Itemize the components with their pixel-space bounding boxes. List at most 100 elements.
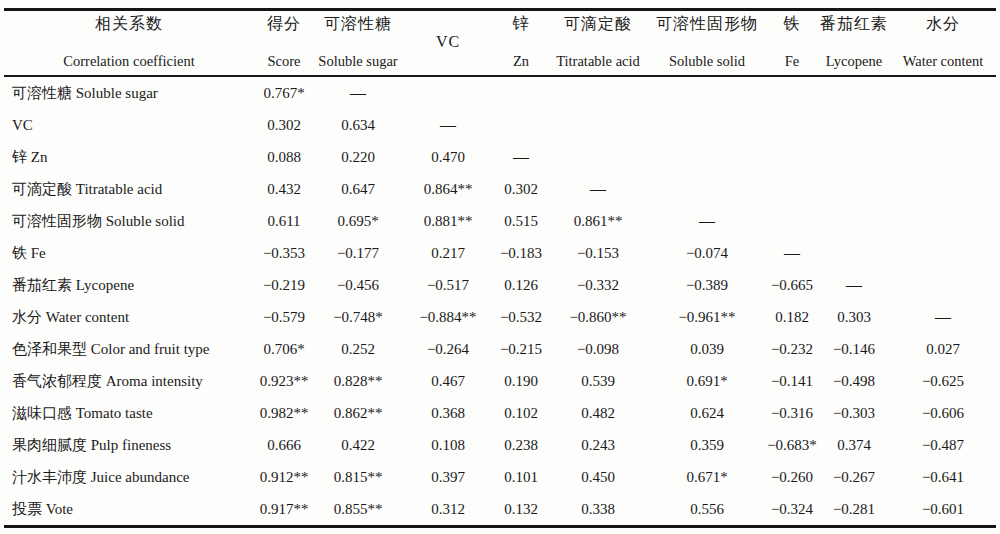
table-row: 铁 Fe−0.353−0.1770.217−0.183−0.153−0.074— — [4, 237, 996, 269]
row-label: 色泽和果型 Color and fruit type — [4, 333, 254, 365]
cell-value: 0.624 — [648, 397, 766, 429]
col-header-lycopene: 番茄红素Lycopene — [818, 10, 890, 77]
cell-value — [548, 76, 648, 109]
cell-value: 0.217 — [402, 237, 494, 269]
table-header: 相关系数Correlation coefficient得分Score可溶性糖So… — [4, 10, 996, 77]
row-label: VC — [4, 109, 254, 141]
cell-value: — — [818, 269, 890, 301]
cell-value — [818, 109, 890, 141]
col-header-zh: 锌 — [513, 14, 530, 35]
col-header-zh: 可溶性固形物 — [656, 14, 758, 35]
cell-value: 0.190 — [494, 365, 548, 397]
cell-value: 0.881** — [402, 205, 494, 237]
row-label: 铁 Fe — [4, 237, 254, 269]
col-header-soluble-sugar: 可溶性糖Soluble sugar — [314, 10, 402, 77]
cell-value: −0.281 — [818, 493, 890, 527]
cell-value: 0.397 — [402, 461, 494, 493]
cell-value — [890, 109, 996, 141]
row-label: 投票 Vote — [4, 493, 254, 527]
table-body: 可溶性糖 Soluble sugar0.767*—VC0.3020.634—锌 … — [4, 76, 996, 527]
col-header-en: Water content — [903, 53, 984, 70]
row-label: 番茄红素 Lycopene — [4, 269, 254, 301]
cell-value: −0.267 — [818, 461, 890, 493]
col-header-correlation-coefficient: 相关系数Correlation coefficient — [4, 10, 254, 77]
cell-value: 0.706* — [254, 333, 314, 365]
cell-value — [818, 141, 890, 173]
cell-value: 0.647 — [314, 173, 402, 205]
cell-value: 0.671* — [648, 461, 766, 493]
col-header-zh: 番茄红素 — [820, 14, 888, 35]
col-header-en: Soluble sugar — [318, 53, 397, 70]
cell-value: −0.389 — [648, 269, 766, 301]
cell-value: 0.338 — [548, 493, 648, 527]
cell-value: 0.302 — [254, 109, 314, 141]
table-row: 可溶性糖 Soluble sugar0.767*— — [4, 76, 996, 109]
cell-value: 0.102 — [494, 397, 548, 429]
cell-value: — — [548, 173, 648, 205]
header-label-en: Correlation coefficient — [63, 53, 194, 70]
cell-value: — — [494, 141, 548, 173]
cell-value: −0.232 — [766, 333, 818, 365]
cell-value — [494, 76, 548, 109]
cell-value: 0.666 — [254, 429, 314, 461]
cell-value: −0.141 — [766, 365, 818, 397]
table-row: 香气浓郁程度 Aroma intensity0.923**0.828**0.46… — [4, 365, 996, 397]
col-header-en: Zn — [513, 53, 529, 70]
cell-value: −0.748* — [314, 301, 402, 333]
cell-value: 0.864** — [402, 173, 494, 205]
cell-value: 0.303 — [818, 301, 890, 333]
cell-value — [818, 205, 890, 237]
cell-value: — — [402, 109, 494, 141]
col-header-en: Fe — [785, 53, 800, 70]
cell-value — [890, 237, 996, 269]
row-label: 果肉细腻度 Pulp fineness — [4, 429, 254, 461]
cell-value: 0.238 — [494, 429, 548, 461]
cell-value: −0.177 — [314, 237, 402, 269]
cell-value: −0.260 — [766, 461, 818, 493]
cell-value: −0.353 — [254, 237, 314, 269]
cell-value: −0.601 — [890, 493, 996, 527]
row-label: 可滴定酸 Titratable acid — [4, 173, 254, 205]
cell-value — [402, 76, 494, 109]
col-header-fe: 铁Fe — [766, 10, 818, 77]
cell-value: −0.264 — [402, 333, 494, 365]
cell-value: 0.861** — [548, 205, 648, 237]
cell-value: 0.917** — [254, 493, 314, 527]
table-row: 色泽和果型 Color and fruit type0.706*0.252−0.… — [4, 333, 996, 365]
cell-value: 0.467 — [402, 365, 494, 397]
table-row: 果肉细腻度 Pulp fineness0.6660.4220.1080.2380… — [4, 429, 996, 461]
cell-value: 0.368 — [402, 397, 494, 429]
cell-value: −0.074 — [648, 237, 766, 269]
cell-value — [890, 205, 996, 237]
col-header-score: 得分Score — [254, 10, 314, 77]
cell-value: −0.606 — [890, 397, 996, 429]
correlation-table: 相关系数Correlation coefficient得分Score可溶性糖So… — [4, 8, 996, 528]
table-row: 可溶性固形物 Soluble solid0.6110.695*0.881**0.… — [4, 205, 996, 237]
col-header-soluble-solid: 可溶性固形物Soluble solid — [648, 10, 766, 77]
cell-value — [766, 173, 818, 205]
cell-value: −0.183 — [494, 237, 548, 269]
cell-value: 0.101 — [494, 461, 548, 493]
cell-value — [648, 173, 766, 205]
cell-value: 0.432 — [254, 173, 314, 205]
cell-value: −0.665 — [766, 269, 818, 301]
row-label: 可溶性糖 Soluble sugar — [4, 76, 254, 109]
cell-value: −0.579 — [254, 301, 314, 333]
cell-value: −0.517 — [402, 269, 494, 301]
cell-value — [548, 141, 648, 173]
cell-value: −0.098 — [548, 333, 648, 365]
cell-value: 0.027 — [890, 333, 996, 365]
cell-value — [818, 237, 890, 269]
cell-value: −0.316 — [766, 397, 818, 429]
cell-value — [766, 76, 818, 109]
cell-value — [766, 109, 818, 141]
cell-value: — — [890, 301, 996, 333]
cell-value: −0.487 — [890, 429, 996, 461]
cell-value: 0.862** — [314, 397, 402, 429]
cell-value: 0.312 — [402, 493, 494, 527]
row-label: 滋味口感 Tomato taste — [4, 397, 254, 429]
cell-value: 0.359 — [648, 429, 766, 461]
cell-value: 0.695* — [314, 205, 402, 237]
cell-value: 0.767* — [254, 76, 314, 109]
cell-value: — — [314, 76, 402, 109]
